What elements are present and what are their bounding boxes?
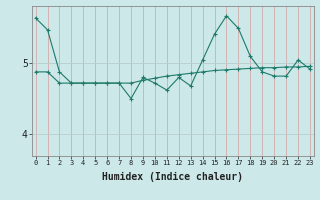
X-axis label: Humidex (Indice chaleur): Humidex (Indice chaleur) <box>102 172 243 182</box>
